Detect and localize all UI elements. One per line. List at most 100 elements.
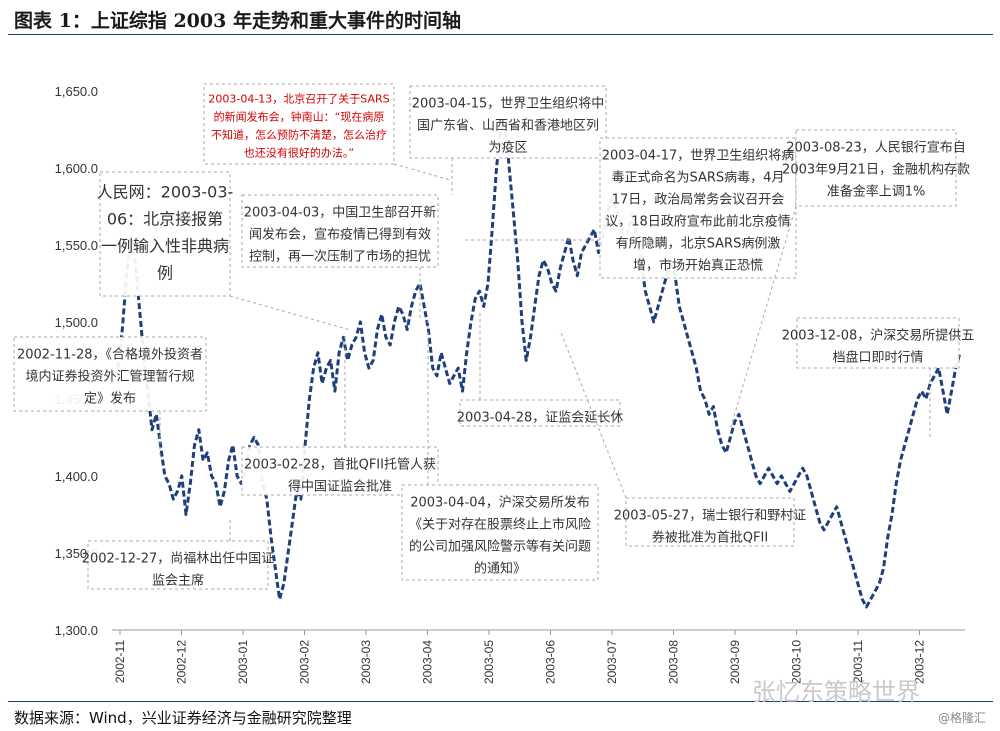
- annotation-callout: 2003-04-28，证监会延长休: [457, 310, 624, 427]
- annotation-box: [203, 83, 395, 165]
- annotation-text: 的新闻发布会，钟南山：“现在病原: [214, 109, 385, 123]
- y-tick-label: 1,550.0: [55, 238, 98, 253]
- y-tick-label: 1,500.0: [55, 315, 98, 330]
- source-rule: [8, 701, 993, 702]
- annotation-box: [625, 497, 795, 547]
- chart-axes: 1,300.01,350.01,400.01,450.01,500.01,550…: [55, 84, 965, 684]
- x-tick-label: 2003-02: [298, 640, 312, 684]
- annotation-text: 2003-12-08，沪深交易所提供五: [782, 328, 975, 344]
- annotation-callout: 2003-08-23，人民银行宣布自 2003年9月21日，金融机构存款准备金率上…: [729, 129, 970, 431]
- annotation-box: [599, 137, 797, 279]
- annotation-callout: 2003-04-13，北京召开了关于SARS 的新闻发布会，钟南山：“现在病原不知…: [203, 83, 451, 181]
- annotation-text: 监会主席: [152, 573, 204, 589]
- annotation-text: 得中国证监会批准: [288, 479, 392, 495]
- annotation-box: [99, 171, 231, 297]
- x-tick-label: 2003-06: [544, 640, 558, 684]
- annotation-box: [87, 540, 269, 590]
- title-rule: [8, 34, 993, 35]
- annotation-text: 一例输入性非典病: [101, 237, 229, 256]
- annotation-text: 人民网：2003-03-: [97, 183, 234, 202]
- x-tick-label: 2003-05: [482, 640, 496, 684]
- annotation-box: [401, 484, 599, 581]
- annotation-leader: [559, 329, 627, 499]
- annotation-box: [459, 399, 621, 427]
- index-line: [116, 120, 962, 609]
- annotation-text: 2003-05-27，瑞士银行和野村证: [614, 509, 807, 524]
- data-source-note: 数据来源：Wind，兴业证券经济与金融研究院整理: [14, 709, 352, 727]
- annotation-text: 毒正式命名为SARS病毒，4月: [612, 170, 785, 186]
- annotation-box: [409, 85, 607, 159]
- annotation-text: 定》发布: [84, 391, 136, 407]
- annotation-text: 2003-04-15，世界卫生组织将中: [412, 97, 605, 112]
- x-tick-label: 2003-08: [667, 640, 681, 684]
- x-tick-label: 2003-03: [359, 640, 373, 684]
- y-tick-label: 1,600.0: [55, 161, 98, 176]
- annotation-text: 17日，政治局常务会议召开会: [612, 192, 785, 208]
- x-tick-label: 2002-12: [175, 640, 189, 684]
- annotation-text: 议，18日政府宣布此前北京疫情: [605, 214, 791, 230]
- annotation-text: 例: [157, 264, 173, 283]
- x-tick-label: 2003-07: [605, 640, 619, 684]
- series-line-layer: [116, 120, 962, 609]
- annotation-text: 闻发布会，宣布疫情已得到有效: [249, 227, 431, 243]
- annotation-box: [795, 129, 957, 207]
- annotation-box: [241, 194, 439, 268]
- x-tick-label: 2002-11: [113, 640, 127, 683]
- annotation-text: 的公司加强风险警示等有关问题: [409, 539, 591, 555]
- x-tick-label: 2003-04: [421, 640, 435, 684]
- annotation-text: 2003-08-23，人民银行宣布自: [786, 140, 966, 156]
- annotation-text: 2003年9月21日，金融机构存款: [782, 162, 970, 178]
- x-tick-label: 2003-10: [790, 640, 804, 684]
- y-tick-label: 1,300.0: [55, 623, 98, 638]
- annotation-text: 2003-04-03，中国卫生部召开新: [244, 205, 437, 221]
- annotation-callout: 2003-04-04，沪深交易所发布《关于对存在股票终止上市风险的公司加强风险警…: [401, 320, 599, 581]
- annotation-text: 为疫区: [488, 140, 527, 156]
- annotation-text: 2003-04-17，世界卫生组织将病: [602, 149, 795, 164]
- annotation-text: 2003-04-13，北京召开了关于SARS: [208, 91, 389, 105]
- annotation-leader: [229, 295, 351, 331]
- annotation-box: [13, 336, 207, 412]
- annotation-text: 的通知》: [474, 561, 526, 577]
- y-tick-label: 1,350.0: [55, 546, 98, 561]
- annotation-text: 不知道，怎么预防不清楚，怎么治疗: [211, 127, 387, 141]
- annotation-text: 也还没有很好的办法。”: [244, 145, 354, 159]
- annotation-text: 境内证券投资外汇管理暂行规: [25, 369, 194, 385]
- annotation-text: 增，市场开始真正恐慌: [633, 258, 763, 274]
- annotation-text: 2002-12-27，尚福林出任中国证: [82, 552, 275, 567]
- watermark: 张忆东策略世界: [752, 678, 920, 706]
- annotation-text: 06：北京接报第: [107, 210, 223, 229]
- annotation-text: 2003-04-04，沪深交易所发布: [410, 495, 590, 511]
- annotation-box: [796, 317, 960, 369]
- annotation-text: 控制，再一次压制了市场的担忧: [249, 249, 431, 265]
- watermark-corner: @格隆汇: [938, 711, 987, 725]
- annotation-callout: 2003-04-03，中国卫生部召开新闻发布会，宣布疫情已得到有效控制，再一次压…: [241, 194, 439, 320]
- x-tick-label: 2003-09: [728, 640, 742, 684]
- x-tick-label: 2003-12: [913, 640, 927, 684]
- y-tick-label: 1,400.0: [55, 469, 98, 484]
- annotation-text: 券被批准为首批QFII: [652, 530, 768, 546]
- y-tick-label: 1,650.0: [55, 84, 98, 99]
- annotation-text: 2003-04-28，证监会延长休: [457, 411, 624, 426]
- annotation-text: 准备金率上调1%: [827, 184, 926, 200]
- annotation-text: 国广东省、山西省和香港地区列: [417, 119, 599, 134]
- x-tick-label: 2003-01: [236, 640, 250, 684]
- annotation-leader: [393, 163, 451, 181]
- annotation-leader: [729, 205, 797, 431]
- annotation-text: 档盘口即时行情: [832, 350, 923, 366]
- annotation-text: 2003-02-28，首批QFII托管人获: [244, 458, 436, 473]
- annotation-text: 《关于对存在股票终止上市风险: [409, 517, 591, 533]
- chart-title: 图表 1：上证综指 2003 年走势和重大事件的时间轴: [14, 10, 461, 32]
- x-tick-label: 2003-11: [851, 640, 865, 683]
- annotation-text: 2002-11-28，《合格境外投资者: [17, 347, 203, 363]
- annotation-text: 有所隐瞒，北京SARS病例激: [616, 237, 781, 252]
